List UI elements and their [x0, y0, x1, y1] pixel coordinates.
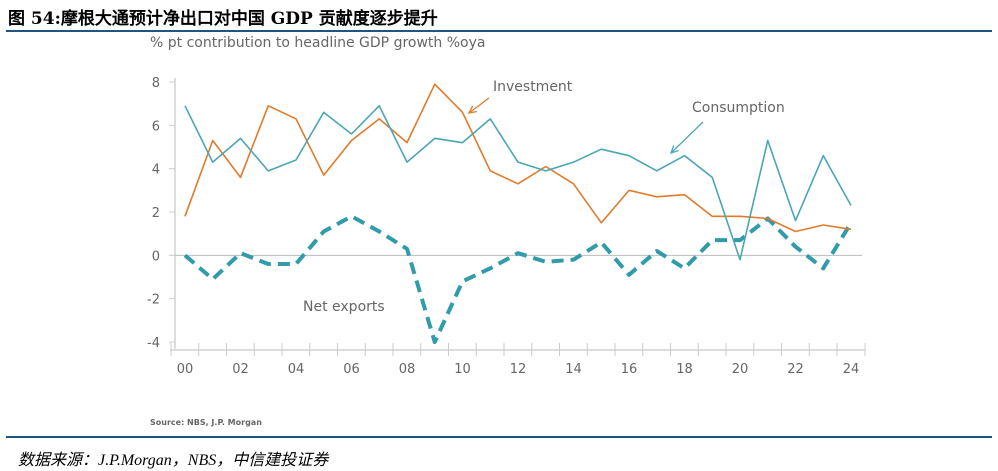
investment-arrow — [468, 97, 490, 114]
x-tick-label: 16 — [621, 362, 638, 377]
source-note: 数据来源：J.P.Morgan，NBS，中信建投证券 — [18, 452, 329, 469]
y-tick-label: 2 — [152, 206, 160, 221]
x-tick-label: 10 — [454, 362, 471, 377]
consumption-arrow — [670, 121, 704, 154]
net-exports-label: Net exports — [303, 299, 385, 315]
y-tick-label: 6 — [152, 119, 160, 134]
x-tick-label: 18 — [676, 362, 693, 377]
y-tick-label: -4 — [147, 336, 160, 351]
x-tick-label: 24 — [843, 362, 860, 377]
consumption-label: Consumption — [692, 100, 785, 116]
chart-source: Source: NBS, J.P. Morgan — [150, 418, 262, 427]
x-tick-label: 04 — [288, 362, 305, 377]
investment-label: Investment — [493, 79, 573, 95]
x-tick-label: 22 — [787, 362, 804, 377]
consumption-arrow-head — [669, 145, 679, 155]
investment-arrow-head — [467, 105, 477, 114]
x-tick-label: 14 — [565, 362, 582, 377]
x-tick-label: 08 — [399, 362, 416, 377]
title-divider — [6, 30, 992, 32]
figure-title: 图 54:摩根大通预计净出口对中国 GDP 贡献度逐步提升 — [8, 9, 438, 29]
y-tick-label: 4 — [152, 163, 160, 178]
y-tick-label: 0 — [152, 249, 160, 264]
y-tick-label: 8 — [152, 76, 160, 91]
x-tick-label: 12 — [510, 362, 527, 377]
x-tick-label: 00 — [177, 362, 194, 377]
series-line-net-exports — [183, 214, 853, 344]
chart-subtitle: % pt contribution to headline GDP growth… — [150, 35, 485, 51]
y-tick-label: -2 — [147, 293, 160, 308]
x-tick-label: 02 — [232, 362, 249, 377]
series-line-consumption — [184, 105, 852, 261]
footer-divider — [6, 436, 992, 438]
x-tick-label: 06 — [343, 362, 360, 377]
x-tick-label: 20 — [732, 362, 749, 377]
